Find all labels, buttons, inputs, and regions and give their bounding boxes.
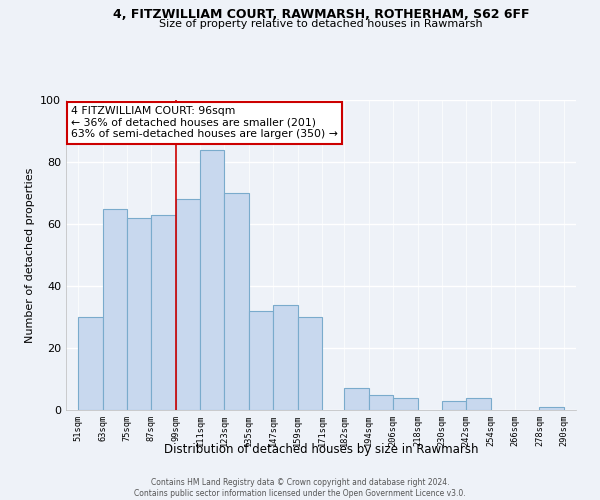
Bar xyxy=(103,208,127,410)
Bar xyxy=(369,394,393,410)
Bar xyxy=(151,214,176,410)
Text: Contains HM Land Registry data © Crown copyright and database right 2024.
Contai: Contains HM Land Registry data © Crown c… xyxy=(134,478,466,498)
Bar xyxy=(78,317,103,410)
Bar xyxy=(344,388,369,410)
Text: 4 FITZWILLIAM COURT: 96sqm
← 36% of detached houses are smaller (201)
63% of sem: 4 FITZWILLIAM COURT: 96sqm ← 36% of deta… xyxy=(71,106,338,140)
Bar xyxy=(273,304,298,410)
Bar xyxy=(127,218,151,410)
Bar xyxy=(298,317,322,410)
Text: Distribution of detached houses by size in Rawmarsh: Distribution of detached houses by size … xyxy=(164,442,478,456)
Bar xyxy=(249,311,273,410)
Bar xyxy=(539,407,564,410)
Bar xyxy=(176,199,200,410)
Bar xyxy=(442,400,466,410)
Text: Size of property relative to detached houses in Rawmarsh: Size of property relative to detached ho… xyxy=(159,19,483,29)
Bar xyxy=(466,398,491,410)
Y-axis label: Number of detached properties: Number of detached properties xyxy=(25,168,35,342)
Text: 4, FITZWILLIAM COURT, RAWMARSH, ROTHERHAM, S62 6FF: 4, FITZWILLIAM COURT, RAWMARSH, ROTHERHA… xyxy=(113,8,529,20)
Bar xyxy=(224,193,249,410)
Bar xyxy=(200,150,224,410)
Bar xyxy=(393,398,418,410)
